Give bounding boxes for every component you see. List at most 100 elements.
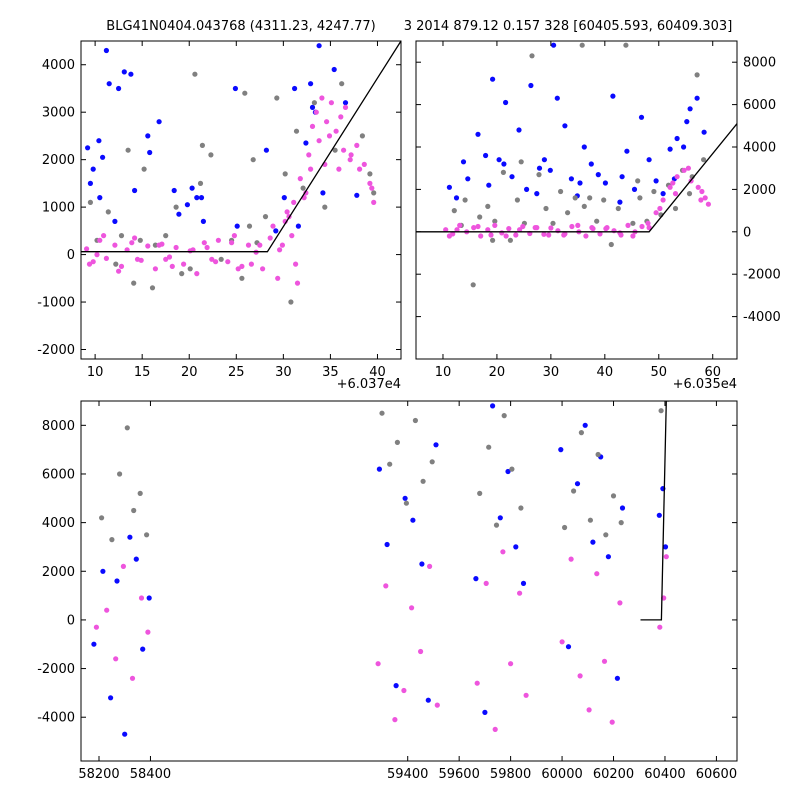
blue-point — [263, 147, 269, 153]
magenta-point — [660, 197, 666, 203]
y-tick-label: 8000 — [743, 56, 776, 71]
grey-point — [603, 532, 609, 538]
grey-point — [293, 128, 300, 134]
blue-point — [694, 95, 700, 101]
blue-point — [112, 218, 118, 224]
blue-point — [116, 85, 122, 92]
blue-point — [410, 517, 416, 523]
top-right-panel-title: 3 2014 879.12 0.157 328 [60405.593, 6040… — [404, 19, 733, 34]
grey-point — [686, 191, 693, 197]
blue-point — [681, 144, 687, 150]
magenta-point — [589, 225, 595, 231]
grey-point — [359, 133, 365, 139]
magenta-point — [492, 222, 498, 228]
magenta-point — [523, 692, 529, 698]
magenta-point — [113, 656, 119, 662]
y-tick-label: 3000 — [42, 106, 75, 121]
magenta-point — [313, 109, 319, 115]
grey-point — [581, 203, 587, 209]
x-tick-label: 59400 — [387, 767, 428, 782]
blue-point — [516, 127, 522, 133]
blue-point — [354, 192, 360, 198]
magenta-point — [503, 233, 509, 239]
grey-point — [371, 190, 377, 196]
magenta-point — [279, 242, 285, 248]
magenta-point — [270, 223, 276, 229]
magenta-point — [541, 231, 547, 237]
magenta-point — [204, 244, 210, 251]
magenta-point — [586, 707, 592, 713]
blue-point — [189, 185, 195, 191]
grey-point — [485, 203, 491, 209]
magenta-point — [583, 233, 589, 239]
magenta-point — [367, 180, 373, 186]
x-tick-label: 10 — [435, 365, 452, 380]
blue-point — [90, 166, 96, 172]
blue-point — [524, 186, 530, 192]
magenta-point — [245, 242, 252, 248]
grey-point — [208, 152, 214, 158]
magenta-point — [371, 199, 377, 205]
grey-point — [149, 285, 156, 291]
blue-point — [232, 85, 238, 92]
grey-point — [514, 197, 521, 203]
grey-point — [163, 233, 169, 239]
grey-point — [192, 71, 198, 77]
magenta-point — [328, 100, 334, 106]
blue-point — [292, 85, 298, 92]
blue-point — [460, 159, 467, 165]
blue-point — [342, 100, 349, 106]
grey-series — [451, 42, 707, 288]
blue-series — [446, 42, 707, 205]
magenta-point — [248, 261, 254, 267]
magenta-point — [517, 227, 523, 233]
magenta-point — [609, 719, 615, 725]
x-tick-label: 40 — [369, 365, 386, 380]
grey-series — [87, 71, 377, 305]
blue-point — [547, 167, 553, 173]
grey-point — [141, 166, 147, 172]
blue-point — [384, 541, 390, 548]
grey-point — [332, 147, 338, 153]
x-tick-label: 50 — [650, 365, 667, 380]
magenta-point — [166, 254, 173, 260]
blue-point — [503, 99, 509, 106]
grey-point — [131, 280, 137, 286]
blue-point — [446, 184, 452, 190]
grey-point — [558, 188, 564, 195]
y-tick-label: 1000 — [42, 201, 75, 216]
grey-point — [109, 537, 115, 543]
y-tick-label: 2000 — [42, 153, 75, 168]
x-tick-label: 35 — [322, 365, 339, 380]
magenta-point — [695, 184, 701, 190]
blue-point — [176, 211, 182, 217]
magenta-point — [152, 266, 158, 272]
magenta-point — [104, 607, 110, 613]
grey-point — [635, 178, 641, 184]
blue-point — [132, 187, 138, 194]
magenta-point — [289, 233, 295, 239]
magenta-point — [336, 166, 342, 172]
grey-point — [379, 410, 385, 416]
magenta-point — [215, 237, 221, 243]
grey-point — [387, 461, 393, 467]
blue-point — [419, 561, 425, 567]
blue-point — [156, 119, 162, 125]
top-right-lightcurve-panel: 10 20 30 40 50 60 -4000 -2000 0 2000 4000 6000 8000 — [415, 40, 781, 380]
top-left-lightcurve-panel: 10 15 20 25 30 35 40 -2000 -1000 0 1000 2000 3000 400… — [37, 40, 402, 380]
blue-point — [273, 228, 279, 234]
grey-point — [322, 204, 328, 210]
magenta-point — [357, 166, 363, 172]
grey-point — [618, 520, 624, 526]
x-tick-label: 60400 — [644, 767, 685, 782]
x-tick-label: 25 — [228, 365, 245, 380]
magenta-point — [483, 580, 489, 587]
model-curve — [416, 123, 737, 233]
magenta-point — [103, 255, 109, 261]
blue-point — [558, 447, 564, 453]
magenta-point — [457, 222, 463, 228]
y-tick-label: 4000 — [743, 141, 776, 156]
bottom-full-lightcurve-panel: 58200 58400 59400 59600 59800 60000 60200 60400… — [37, 400, 738, 782]
grey-point — [630, 220, 636, 226]
x-tick-label: 60200 — [593, 767, 634, 782]
